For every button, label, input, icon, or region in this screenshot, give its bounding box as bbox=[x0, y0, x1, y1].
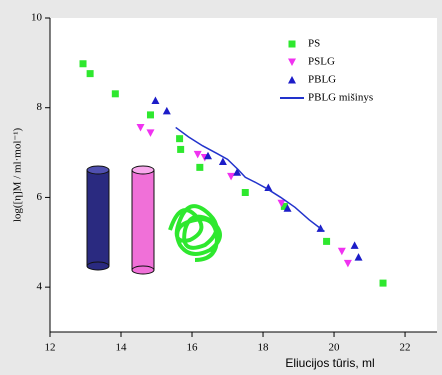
data-point bbox=[227, 172, 236, 181]
x-axis-label: Eliucijos tūris, ml bbox=[285, 356, 374, 370]
illustration bbox=[86, 165, 222, 275]
legend-label: PBLG mišinys bbox=[308, 92, 373, 104]
rod-cylinder bbox=[86, 169, 110, 267]
rod-cylinder bbox=[131, 169, 155, 271]
data-point bbox=[146, 111, 154, 119]
x-tick-label: 16 bbox=[187, 342, 199, 354]
data-line bbox=[175, 126, 325, 233]
data-point bbox=[86, 70, 94, 78]
data-point bbox=[196, 163, 204, 171]
rod-cylinder-bottom bbox=[86, 261, 110, 271]
rod-cylinder-top bbox=[131, 165, 155, 175]
x-tick-label: 20 bbox=[329, 342, 341, 354]
data-point bbox=[136, 123, 145, 132]
data-point bbox=[111, 90, 119, 98]
rod-cylinder-top bbox=[86, 165, 110, 175]
x-tick-label: 12 bbox=[45, 342, 56, 354]
legend-label: PBLG bbox=[308, 74, 336, 86]
coil bbox=[168, 204, 222, 262]
y-axis-label: log([η]M / ml·mol⁻¹) bbox=[12, 128, 24, 223]
data-point bbox=[337, 247, 346, 256]
y-tick-label: 8 bbox=[37, 101, 43, 113]
legend-marker bbox=[288, 40, 296, 48]
data-point bbox=[151, 96, 160, 105]
data-point bbox=[193, 150, 202, 159]
rod-cylinder-bottom bbox=[131, 265, 155, 275]
data-point bbox=[203, 151, 212, 160]
data-point bbox=[343, 259, 352, 268]
legend-label: PSLG bbox=[308, 56, 335, 68]
data-point bbox=[79, 60, 87, 68]
data-point bbox=[233, 168, 242, 176]
data-point bbox=[218, 157, 227, 166]
data-point bbox=[354, 253, 363, 261]
data-point bbox=[176, 135, 184, 143]
data-point bbox=[350, 241, 359, 249]
x-tick-label: 14 bbox=[116, 342, 128, 354]
data-point bbox=[241, 188, 249, 196]
data-point bbox=[323, 237, 331, 245]
data-point bbox=[283, 204, 292, 212]
y-tick-label: 10 bbox=[31, 12, 43, 24]
x-tick-label: 22 bbox=[400, 342, 411, 354]
data-point bbox=[146, 129, 155, 137]
data-point bbox=[177, 145, 185, 153]
legend-marker bbox=[288, 76, 296, 84]
data-point bbox=[277, 199, 286, 208]
data-point bbox=[280, 202, 288, 210]
legend-marker bbox=[288, 58, 296, 66]
legend-label: PS bbox=[308, 38, 320, 50]
data-point bbox=[162, 106, 171, 115]
data-point bbox=[379, 279, 387, 287]
x-tick-label: 18 bbox=[258, 342, 270, 354]
y-tick-label: 4 bbox=[37, 281, 43, 293]
y-tick-label: 6 bbox=[37, 191, 43, 203]
